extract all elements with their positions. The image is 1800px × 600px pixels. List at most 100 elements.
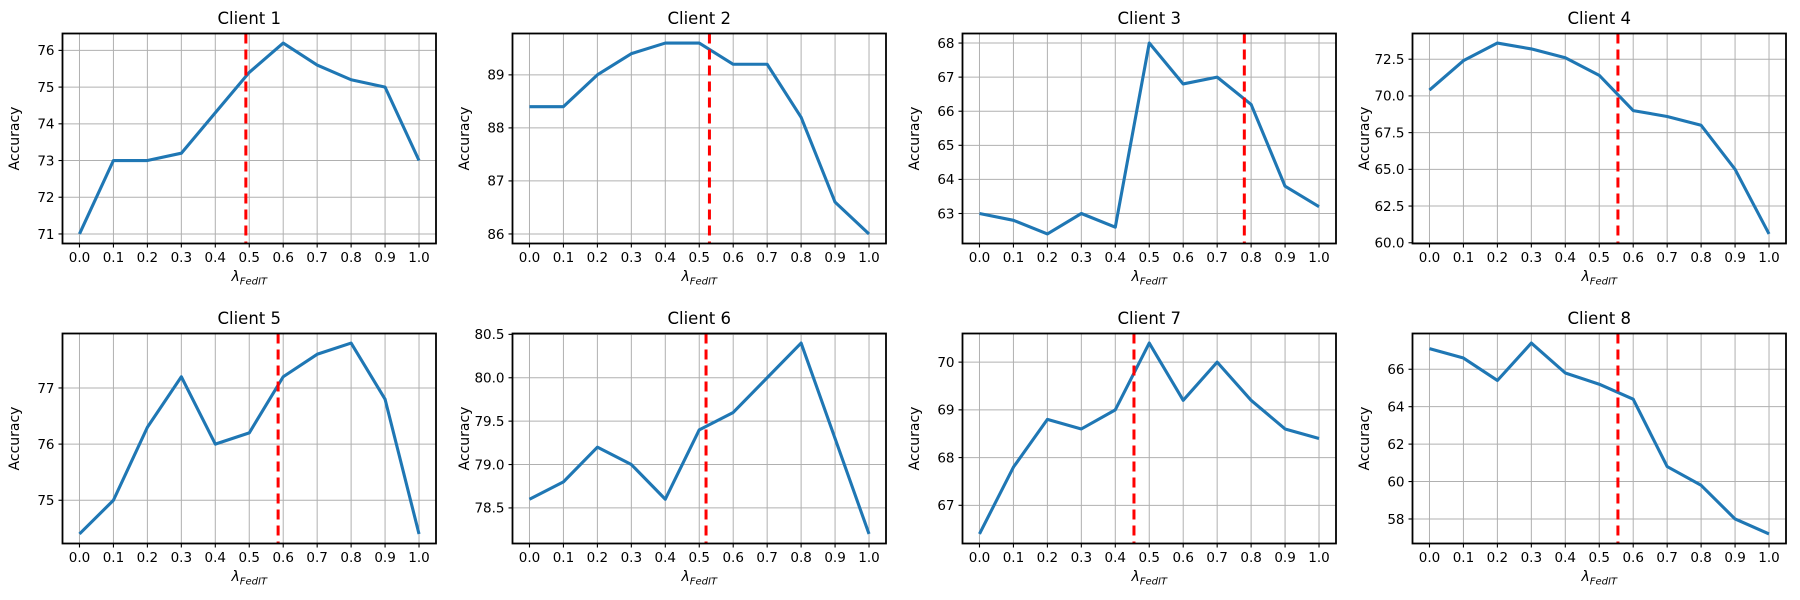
y-tick-label: 79.0	[474, 457, 504, 473]
tick-marks	[1408, 368, 1770, 548]
grid	[62, 333, 436, 544]
x-tick-label: 0.1	[1003, 550, 1024, 566]
y-tick-label: 89	[487, 68, 504, 84]
grid	[962, 333, 1336, 544]
subplot-client-3: 0.0 0.1 0.2 0.3 0.4 0.5 0.6 0.7 0.8 0.9 1.0 63 64 65 6…	[900, 0, 1350, 300]
grid	[512, 33, 886, 244]
y-tick-label: 70	[937, 355, 954, 371]
y-tick-label: 72.5	[1374, 52, 1404, 68]
subplot-client-5: 0.0 0.1 0.2 0.3 0.4 0.5 0.6 0.7 0.8 0.9 1.0 75 76 77 C…	[0, 300, 450, 600]
x-tick-label: 0.0	[519, 250, 540, 266]
line-chart: 0.0 0.1 0.2 0.3 0.4 0.5 0.6 0.7 0.8 0.9 1.0 67 68 69 7…	[907, 309, 1337, 588]
x-tick-label: 0.2	[1487, 250, 1508, 266]
accuracy-line	[529, 41, 871, 236]
x-tick-label: 0.5	[239, 250, 260, 266]
lambda-symbol: λ	[1580, 569, 1589, 585]
y-tick-label: 74	[37, 117, 54, 133]
x-tick-label: 0.6	[1622, 250, 1643, 266]
x-tick-label: 0.3	[621, 250, 642, 266]
tick-marks	[508, 74, 870, 248]
y-tick-label: 80.5	[474, 327, 504, 343]
x-tick-label: 0.1	[1003, 250, 1024, 266]
y-tick-label: 75	[37, 493, 54, 509]
chart-title: Client 7	[1117, 309, 1181, 328]
y-tick-label: 58	[1387, 512, 1404, 528]
accuracy-line	[979, 41, 1320, 236]
accuracy-line	[1428, 41, 1771, 235]
grid	[62, 33, 436, 244]
x-tick-label: 0.3	[1521, 250, 1542, 266]
x-tick-label: 0.5	[1139, 550, 1160, 566]
x-tick-label: 0.1	[1453, 250, 1474, 266]
lambda-subscript: FedIT	[240, 577, 268, 588]
chart-title: Client 6	[667, 309, 731, 328]
y-tick-label: 66	[937, 104, 954, 120]
x-tick-label: 0.4	[205, 550, 226, 566]
y-tick-label: 78.5	[474, 501, 504, 517]
y-tick-label: 73	[37, 153, 54, 169]
y-tick-label: 67	[937, 498, 954, 514]
lambda-symbol: λ	[230, 569, 239, 585]
x-tick-label: 0.9	[824, 550, 845, 566]
x-axis-label: λFedIT	[680, 569, 717, 588]
y-axis-label: Accuracy	[907, 407, 923, 471]
grid	[1412, 333, 1786, 544]
x-tick-label: 0.8	[1690, 250, 1711, 266]
y-tick-label: 87	[487, 174, 504, 190]
x-tick-label: 0.2	[1037, 550, 1058, 566]
x-tick-label: 0.7	[1656, 550, 1677, 566]
x-tick-label: 0.1	[103, 250, 124, 266]
x-tick-label: 0.2	[1037, 250, 1058, 266]
x-tick-label: 0.8	[790, 250, 811, 266]
x-tick-label: 0.4	[1555, 250, 1576, 266]
y-tick-label: 68	[937, 450, 954, 466]
y-tick-label: 68	[937, 36, 954, 52]
tick-marks	[508, 333, 870, 548]
x-tick-label: 0.3	[171, 250, 192, 266]
tick-marks	[958, 361, 1320, 548]
x-tick-label: 0.2	[587, 250, 608, 266]
subplot-client-7: 0.0 0.1 0.2 0.3 0.4 0.5 0.6 0.7 0.8 0.9 1.0 67 68 69 7…	[900, 300, 1350, 600]
x-tick-label: 0.6	[722, 550, 743, 566]
x-tick-label: 0.3	[1071, 550, 1092, 566]
y-tick-label: 65.0	[1374, 162, 1404, 178]
x-tick-label: 0.7	[756, 250, 777, 266]
x-tick-label: 0.1	[1453, 550, 1474, 566]
tick-marks	[58, 49, 420, 248]
chart-title: Client 4	[1567, 9, 1631, 28]
x-tick-label: 0.7	[756, 550, 777, 566]
lambda-subscript: FedIT	[240, 277, 268, 288]
lambda-symbol: λ	[680, 269, 689, 285]
x-tick-label: 1.0	[1308, 250, 1329, 266]
line-chart: 0.0 0.1 0.2 0.3 0.4 0.5 0.6 0.7 0.8 0.9 1.0 75 76 77 C…	[7, 309, 437, 588]
y-tick-label: 77	[37, 381, 54, 397]
lambda-subscript: FedIT	[1590, 577, 1618, 588]
x-tick-label: 0.4	[655, 550, 676, 566]
x-tick-label: 0.0	[1419, 550, 1440, 566]
y-tick-label: 64	[1387, 399, 1404, 415]
x-tick-label: 0.9	[1724, 250, 1745, 266]
x-tick-label: 0.0	[69, 550, 90, 566]
x-tick-label: 0.9	[374, 550, 395, 566]
y-axis-label: Accuracy	[457, 107, 473, 171]
y-tick-label: 60	[1387, 474, 1404, 490]
y-tick-label: 76	[37, 43, 54, 59]
y-tick-label: 86	[487, 227, 504, 243]
subplot-client-1: 0.0 0.1 0.2 0.3 0.4 0.5 0.6 0.7 0.8 0.9 1.0 71 72 73 7…	[0, 0, 450, 300]
line-chart: 0.0 0.1 0.2 0.3 0.4 0.5 0.6 0.7 0.8 0.9 1.0 86 87 88 8…	[457, 9, 887, 288]
x-tick-label: 1.0	[408, 550, 429, 566]
accuracy-line	[528, 341, 871, 535]
lambda-subscript: FedIT	[1590, 277, 1618, 288]
x-tick-label: 0.4	[1555, 550, 1576, 566]
y-axis-label: Accuracy	[7, 407, 23, 471]
x-tick-label: 0.0	[1419, 250, 1440, 266]
x-tick-label: 0.1	[103, 550, 124, 566]
y-tick-label: 69	[937, 403, 954, 419]
lambda-subscript: FedIT	[1140, 577, 1168, 588]
accuracy-line	[978, 341, 1320, 535]
x-tick-label: 0.4	[205, 250, 226, 266]
y-axis-label: Accuracy	[457, 407, 473, 471]
grid	[1412, 33, 1786, 244]
x-tick-label: 0.7	[1206, 550, 1227, 566]
x-tick-label: 0.3	[621, 550, 642, 566]
